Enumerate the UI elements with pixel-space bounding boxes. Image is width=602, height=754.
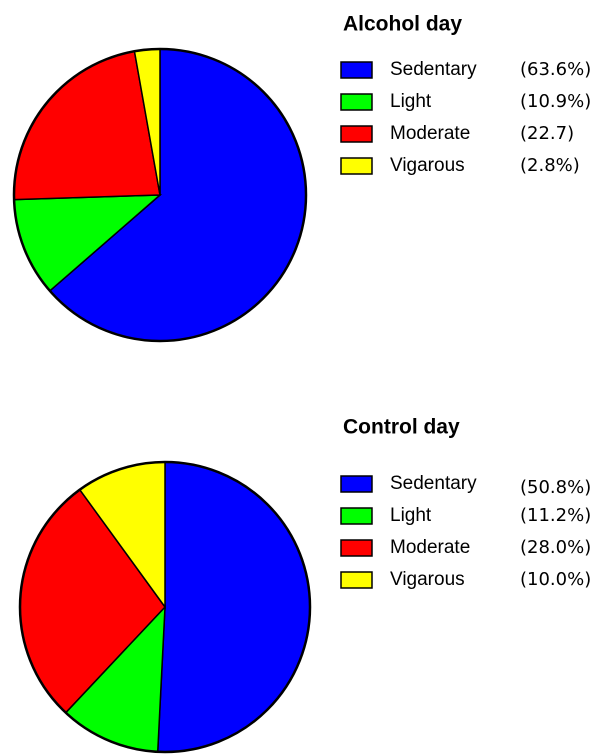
legend-label: Moderate bbox=[390, 123, 470, 144]
chart-title: Control day bbox=[343, 416, 460, 439]
legend-label: Vigarous bbox=[390, 155, 465, 176]
legend-label: Moderate bbox=[390, 537, 470, 558]
legend-swatch bbox=[340, 539, 373, 557]
legend-swatch bbox=[340, 507, 373, 525]
value-label: (2.8%) bbox=[520, 155, 580, 176]
value-label: (10.9%) bbox=[520, 91, 591, 112]
value-label: (10.0%) bbox=[520, 569, 591, 590]
value-label: (28.0%) bbox=[520, 537, 591, 558]
legend-label: Light bbox=[390, 505, 432, 526]
legend-label: Vigarous bbox=[390, 569, 465, 590]
legend-swatch bbox=[340, 475, 373, 493]
value-label: (63.6%) bbox=[520, 59, 591, 80]
legend-swatch bbox=[340, 157, 373, 175]
value-label: (50.8%) bbox=[520, 477, 591, 498]
legend-label: Light bbox=[390, 91, 432, 112]
value-label: (11.2%) bbox=[520, 505, 591, 526]
value-label: (22.7) bbox=[520, 123, 574, 144]
chart-title: Alcohol day bbox=[343, 13, 462, 36]
legend-swatch bbox=[340, 61, 373, 79]
legend-label: Sedentary bbox=[390, 473, 477, 494]
pie-outline bbox=[18, 460, 312, 754]
legend-swatch bbox=[340, 125, 373, 143]
legend-swatch bbox=[340, 571, 373, 589]
pie-outline bbox=[12, 47, 308, 343]
legend-label: Sedentary bbox=[390, 59, 477, 80]
legend-swatch bbox=[340, 93, 373, 111]
pie-slice bbox=[156, 461, 311, 753]
